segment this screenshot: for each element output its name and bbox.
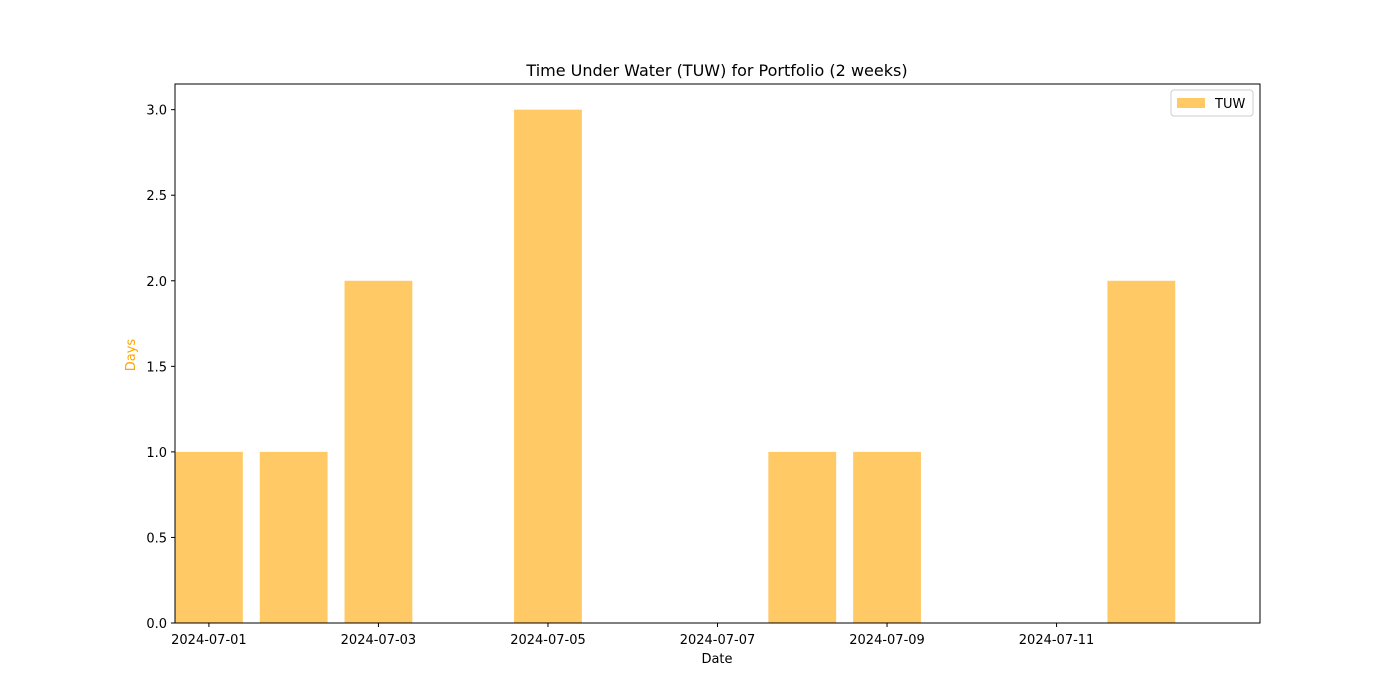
x-tick-label: 2024-07-03 xyxy=(341,633,417,648)
y-tick-label: 2.0 xyxy=(146,275,167,290)
legend: TUW xyxy=(1170,89,1254,117)
chart-title: Time Under Water (TUW) for Portfolio (2 … xyxy=(525,61,907,80)
bars-group xyxy=(175,109,1176,623)
bar-2024-07-08 xyxy=(768,451,837,623)
bar-2024-07-05 xyxy=(514,109,582,623)
x-tick-label: 2024-07-07 xyxy=(680,633,756,648)
y-axis-ticks: 0.0 0.5 1.0 1.5 2.0 2.5 3.0 xyxy=(146,104,175,632)
y-axis-label: Days xyxy=(124,339,139,372)
x-axis-label: Date xyxy=(701,652,732,667)
legend-swatch xyxy=(1177,98,1205,108)
x-tick-label: 2024-07-05 xyxy=(510,633,586,648)
bar-2024-07-01 xyxy=(175,451,243,623)
legend-box xyxy=(1170,89,1254,117)
legend-label: TUW xyxy=(1214,97,1245,112)
y-tick-label: 0.5 xyxy=(146,531,167,546)
y-tick-label: 3.0 xyxy=(146,104,167,119)
y-tick-label: 2.5 xyxy=(146,189,167,204)
x-tick-label: 2024-07-11 xyxy=(1019,633,1095,648)
bar-2024-07-03 xyxy=(344,280,413,623)
bar-2024-07-02 xyxy=(259,451,328,623)
bar-2024-07-09 xyxy=(853,451,921,623)
plot-area-frame xyxy=(174,83,1261,624)
bar-2024-07-12 xyxy=(1107,280,1176,623)
y-tick-label: 0.0 xyxy=(146,617,167,632)
x-tick-label: 2024-07-01 xyxy=(171,633,247,648)
x-tick-label: 2024-07-09 xyxy=(849,633,925,648)
x-axis-ticks: 2024-07-01 2024-07-03 2024-07-05 2024-07-07… xyxy=(171,623,1094,648)
y-tick-label: 1.5 xyxy=(146,360,167,375)
y-tick-label: 1.0 xyxy=(146,446,167,461)
